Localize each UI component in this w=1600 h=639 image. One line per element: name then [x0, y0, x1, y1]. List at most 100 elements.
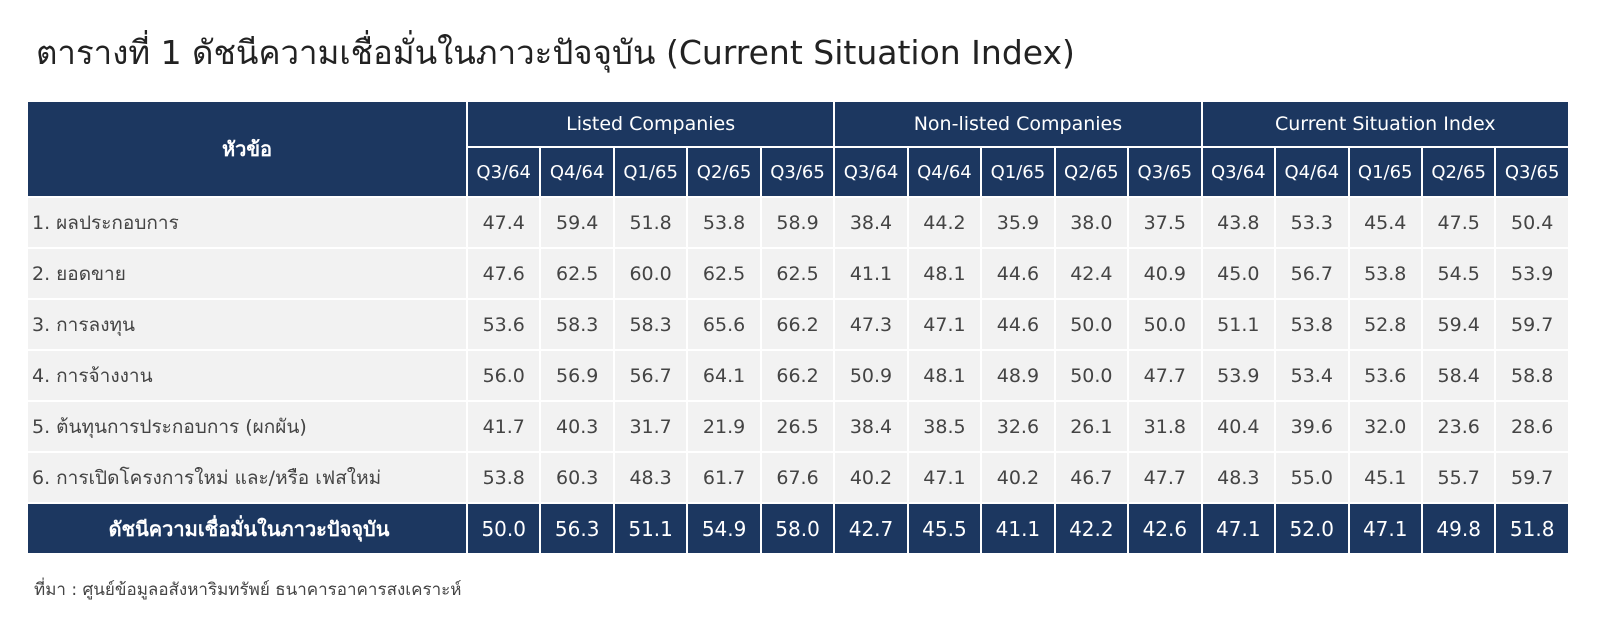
cell-value: 40.9: [1127, 247, 1203, 300]
group-header: Current Situation Index: [1200, 100, 1570, 148]
cell-value: 59.7: [1494, 298, 1570, 351]
cell-value: 58.3: [612, 298, 689, 351]
cell-value: 56.7: [1274, 247, 1350, 300]
cell-value: 40.2: [980, 451, 1056, 504]
group-header: Non-listed Companies: [833, 100, 1203, 148]
cell-value: 55.0: [1274, 451, 1350, 504]
cell-value: 62.5: [759, 247, 836, 300]
cell-value: 56.0: [465, 349, 542, 402]
cell-value: 53.8: [686, 196, 762, 249]
cell-value: 53.9: [1494, 247, 1570, 300]
cell-value: 53.6: [465, 298, 542, 351]
cell-value: 38.4: [833, 196, 909, 249]
quarter-header: Q3/65: [1127, 146, 1203, 198]
cell-value: 60.3: [539, 451, 615, 504]
cell-value: 42.2: [1053, 502, 1130, 555]
cell-value: 66.2: [759, 349, 836, 402]
data-row: 1. ผลประกอบการ 47.4 59.4 51.8 53.8 58.9 38.4 44…: [26, 196, 1570, 249]
cell-value: 41.1: [980, 502, 1056, 555]
cell-value: 38.0: [1053, 196, 1130, 249]
cell-value: 59.7: [1494, 451, 1570, 504]
cell-value: 23.6: [1420, 400, 1497, 453]
cell-value: 48.1: [906, 349, 983, 402]
cell-value: 47.7: [1127, 451, 1203, 504]
cell-value: 53.8: [1274, 298, 1350, 351]
cell-value: 41.7: [465, 400, 542, 453]
cell-value: 54.9: [686, 502, 762, 555]
cell-value: 51.1: [1200, 298, 1277, 351]
cell-value: 58.0: [759, 502, 836, 555]
quarter-header: Q4/64: [539, 146, 615, 198]
cell-value: 43.8: [1200, 196, 1277, 249]
cell-value: 46.7: [1053, 451, 1130, 504]
quarter-header: Q3/65: [759, 146, 836, 198]
cell-value: 48.9: [980, 349, 1056, 402]
cell-value: 42.4: [1053, 247, 1130, 300]
cell-value: 28.6: [1494, 400, 1570, 453]
cell-value: 56.3: [539, 502, 615, 555]
cell-value: 44.6: [980, 247, 1056, 300]
cell-value: 37.5: [1127, 196, 1203, 249]
cell-value: 60.0: [612, 247, 689, 300]
cell-value: 53.6: [1347, 349, 1423, 402]
quarter-header: Q1/65: [980, 146, 1056, 198]
cell-value: 50.0: [465, 502, 542, 555]
cell-value: 47.3: [833, 298, 909, 351]
cell-value: 56.7: [612, 349, 689, 402]
cell-value: 48.1: [906, 247, 983, 300]
cell-value: 38.4: [833, 400, 909, 453]
cell-value: 48.3: [612, 451, 689, 504]
quarter-header: Q3/64: [833, 146, 909, 198]
row-label: 3. การลงทุน: [26, 298, 468, 351]
cell-value: 53.3: [1274, 196, 1350, 249]
cell-value: 50.0: [1053, 298, 1130, 351]
cell-value: 50.9: [833, 349, 909, 402]
cell-value: 67.6: [759, 451, 836, 504]
cell-value: 45.0: [1200, 247, 1277, 300]
quarter-header: Q3/65: [1494, 146, 1570, 198]
quarter-header: Q1/65: [612, 146, 689, 198]
cell-value: 47.1: [1200, 502, 1277, 555]
total-row: ดัชนีความเชื่อมั่นในภาวะปัจจุบัน 50.0 56.3…: [26, 502, 1570, 555]
cell-value: 32.6: [980, 400, 1056, 453]
data-row: 2. ยอดขาย 47.6 62.5 60.0 62.5 62.5 41.1 48.1 44.…: [26, 247, 1570, 300]
cell-value: 47.7: [1127, 349, 1203, 402]
row-label: ดัชนีความเชื่อมั่นในภาวะปัจจุบัน: [26, 502, 468, 555]
cell-value: 56.9: [539, 349, 615, 402]
cell-value: 59.4: [539, 196, 615, 249]
cell-value: 35.9: [980, 196, 1056, 249]
cell-value: 47.4: [465, 196, 542, 249]
row-label: 6. การเปิดโครงการใหม่ และ/หรือ เฟสใหม่: [26, 451, 468, 504]
cell-value: 44.2: [906, 196, 983, 249]
cell-value: 40.2: [833, 451, 909, 504]
quarter-header: Q4/64: [906, 146, 983, 198]
row-label: 2. ยอดขาย: [26, 247, 468, 300]
cell-value: 58.4: [1420, 349, 1497, 402]
quarter-header: Q2/65: [1420, 146, 1497, 198]
cell-value: 53.8: [1347, 247, 1423, 300]
cell-value: 50.0: [1127, 298, 1203, 351]
cell-value: 41.1: [833, 247, 909, 300]
cell-value: 31.7: [612, 400, 689, 453]
row-label: 4. การจ้างงาน: [26, 349, 468, 402]
quarter-header: Q3/64: [1200, 146, 1277, 198]
cell-value: 39.6: [1274, 400, 1350, 453]
quarter-header: Q2/65: [686, 146, 762, 198]
cell-value: 52.0: [1274, 502, 1350, 555]
cell-value: 62.5: [686, 247, 762, 300]
cell-value: 48.3: [1200, 451, 1277, 504]
header-row: หัวข้อ Listed Companies Non-listed Compani…: [26, 100, 1570, 198]
cell-value: 42.6: [1127, 502, 1203, 555]
cell-value: 53.9: [1200, 349, 1277, 402]
cell-value: 66.2: [759, 298, 836, 351]
cell-value: 58.8: [1494, 349, 1570, 402]
row-label: 5. ต้นทุนการประกอบการ (ผกผัน): [26, 400, 468, 453]
cell-value: 47.1: [1347, 502, 1423, 555]
cell-value: 21.9: [686, 400, 762, 453]
cell-value: 38.5: [906, 400, 983, 453]
cell-value: 62.5: [539, 247, 615, 300]
cell-value: 53.8: [465, 451, 542, 504]
quarter-header: Q3/64: [465, 146, 542, 198]
cell-value: 45.5: [906, 502, 983, 555]
